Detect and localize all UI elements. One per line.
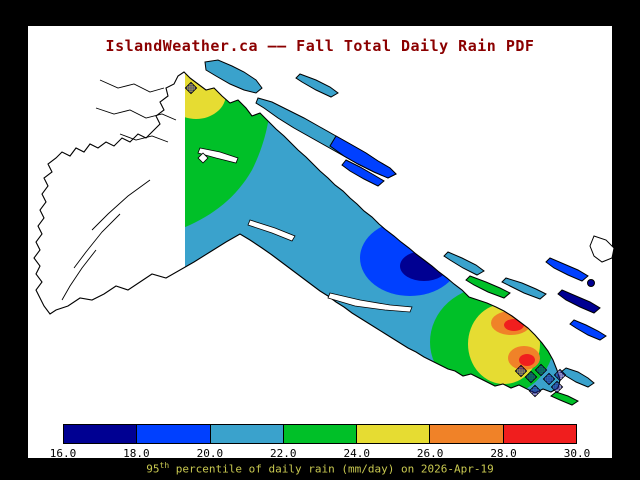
contour-fills bbox=[185, 72, 560, 393]
colorbar-tick-label: 30.0 bbox=[563, 447, 591, 460]
mainland-island bbox=[545, 257, 589, 282]
lake-inlet bbox=[327, 292, 413, 313]
colorbar-ticks: 16.0 18.0 20.0 22.0 24.0 26.0 28.0 30.0 bbox=[0, 447, 640, 460]
station-marker bbox=[553, 368, 567, 382]
contour-28-30-south-lower bbox=[519, 354, 535, 366]
colorbar-tick-label: 28.0 bbox=[490, 447, 517, 460]
station-marker bbox=[197, 152, 209, 164]
station-marker bbox=[528, 384, 542, 398]
caption-value: 95 bbox=[146, 462, 160, 476]
offshore-islands bbox=[204, 59, 615, 406]
station-marker bbox=[542, 372, 556, 386]
gulf-island bbox=[443, 251, 485, 276]
colorbar-segment-26-28 bbox=[429, 424, 504, 444]
offshore-island-small-strip bbox=[341, 159, 385, 187]
caption: 95th percentile of daily rain (mm/day) o… bbox=[0, 461, 640, 476]
colorbar-segment-22-24 bbox=[282, 424, 358, 444]
tip-island bbox=[560, 367, 595, 388]
offshore-island-small-strip bbox=[295, 73, 339, 98]
colorbar-segment-28-30 bbox=[502, 424, 577, 444]
colorbar-tick-label: 18.0 bbox=[123, 447, 150, 460]
colorbar-tick-label: 20.0 bbox=[196, 447, 224, 460]
station-marker bbox=[524, 370, 538, 384]
colorbar-segment-16-18 bbox=[63, 424, 138, 444]
station-marker bbox=[550, 380, 564, 394]
station-marker bbox=[534, 363, 548, 377]
station-markers bbox=[184, 81, 567, 398]
gulf-island bbox=[465, 275, 511, 299]
mainland-island bbox=[557, 289, 601, 314]
coastline-outline bbox=[33, 71, 561, 394]
caption-rest: percentile of daily rain (mm/day) on 202… bbox=[169, 462, 494, 476]
colorbar-tick-label: 22.0 bbox=[270, 447, 297, 460]
plot-title: IslandWeather.ca —— Fall Total Daily Rai… bbox=[105, 37, 535, 55]
tip-island bbox=[550, 391, 579, 406]
colorbar-tick-label: 16.0 bbox=[49, 447, 77, 460]
fjord-inlet-lines bbox=[61, 79, 177, 301]
lake-inlet bbox=[247, 219, 296, 242]
colorbar-segment-20-22 bbox=[209, 424, 284, 444]
colorbar-tick-label: 24.0 bbox=[343, 447, 370, 460]
mainland-islet bbox=[587, 279, 595, 287]
gulf-island bbox=[501, 277, 547, 300]
contour-16-18-east-min bbox=[400, 251, 448, 281]
mainland-coast-nodata bbox=[589, 235, 615, 263]
station-marker bbox=[514, 364, 528, 378]
colorbar-segment-24-26 bbox=[356, 424, 431, 444]
contour-28-30-south-upper bbox=[504, 319, 524, 331]
mainland-island bbox=[569, 319, 607, 341]
offshore-island-north-strip bbox=[204, 59, 263, 94]
colorbar-tick-label: 26.0 bbox=[416, 447, 444, 460]
caption-sup: th bbox=[159, 461, 170, 470]
lake-inlets bbox=[197, 147, 413, 313]
offshore-island-long-strip-east bbox=[329, 135, 397, 179]
lake-inlet bbox=[197, 147, 239, 164]
colorbar bbox=[63, 424, 577, 444]
station-marker bbox=[184, 81, 198, 95]
colorbar-segment-18-20 bbox=[136, 424, 211, 444]
